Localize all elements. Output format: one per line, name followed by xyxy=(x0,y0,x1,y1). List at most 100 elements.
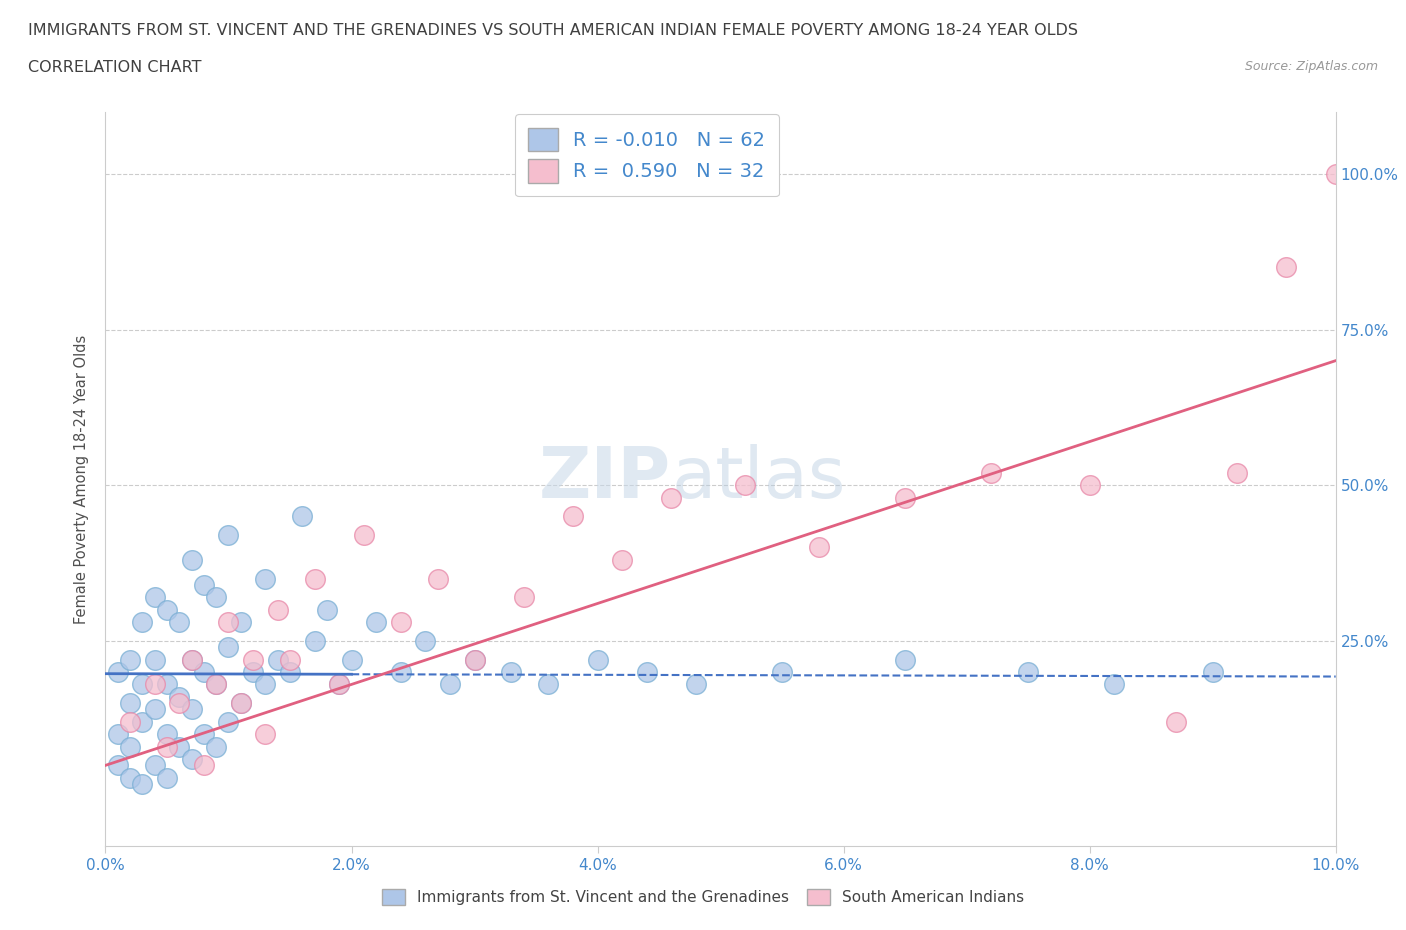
Point xyxy=(131,615,153,630)
Point xyxy=(1324,166,1347,181)
Point xyxy=(562,509,585,524)
Point xyxy=(315,603,337,618)
Point xyxy=(304,633,326,648)
Point xyxy=(304,571,326,586)
Point xyxy=(120,696,141,711)
Point xyxy=(1104,677,1126,692)
Point xyxy=(229,696,252,711)
Text: atlas: atlas xyxy=(672,445,846,513)
Text: IMMIGRANTS FROM ST. VINCENT AND THE GRENADINES VS SOUTH AMERICAN INDIAN FEMALE P: IMMIGRANTS FROM ST. VINCENT AND THE GREN… xyxy=(28,23,1078,38)
Point xyxy=(180,652,202,667)
Point xyxy=(389,615,412,630)
Point xyxy=(242,665,264,680)
Point xyxy=(143,652,166,667)
Point xyxy=(340,652,363,667)
Text: Source: ZipAtlas.com: Source: ZipAtlas.com xyxy=(1244,60,1378,73)
Point xyxy=(366,615,388,630)
Point xyxy=(426,571,449,586)
Point xyxy=(107,665,129,680)
Point xyxy=(193,578,215,592)
Point xyxy=(894,652,917,667)
Point xyxy=(156,677,179,692)
Legend: R = -0.010   N = 62, R =  0.590   N = 32: R = -0.010 N = 62, R = 0.590 N = 32 xyxy=(515,114,779,196)
Point xyxy=(254,677,277,692)
Point xyxy=(229,696,252,711)
Point xyxy=(1164,714,1187,729)
Point xyxy=(193,726,215,741)
Point xyxy=(169,615,191,630)
Point xyxy=(1078,478,1101,493)
Point xyxy=(1226,465,1249,480)
Point xyxy=(254,726,277,741)
Point xyxy=(131,677,153,692)
Point xyxy=(513,590,536,604)
Point xyxy=(156,726,179,741)
Point xyxy=(267,652,290,667)
Text: ZIP: ZIP xyxy=(538,445,672,513)
Point xyxy=(218,714,240,729)
Point xyxy=(464,652,486,667)
Text: CORRELATION CHART: CORRELATION CHART xyxy=(28,60,201,75)
Point xyxy=(1201,665,1223,680)
Point xyxy=(169,689,191,704)
Point xyxy=(131,714,153,729)
Point xyxy=(242,652,264,667)
Point xyxy=(537,677,560,692)
Point xyxy=(180,751,202,766)
Point xyxy=(267,603,290,618)
Point xyxy=(205,677,228,692)
Point xyxy=(205,677,228,692)
Point xyxy=(353,527,375,542)
Point xyxy=(685,677,707,692)
Point xyxy=(143,702,166,717)
Point xyxy=(156,739,179,754)
Point xyxy=(218,527,240,542)
Point xyxy=(389,665,412,680)
Point xyxy=(278,665,301,680)
Point xyxy=(107,758,129,773)
Point xyxy=(169,696,191,711)
Point xyxy=(439,677,461,692)
Point xyxy=(107,726,129,741)
Point xyxy=(143,677,166,692)
Point xyxy=(169,739,191,754)
Point xyxy=(770,665,793,680)
Point xyxy=(131,777,153,791)
Point xyxy=(291,509,314,524)
Point xyxy=(808,540,831,555)
Point xyxy=(180,552,202,567)
Point xyxy=(734,478,756,493)
Point xyxy=(193,665,215,680)
Point xyxy=(205,590,228,604)
Point xyxy=(143,758,166,773)
Point xyxy=(278,652,301,667)
Point xyxy=(156,603,179,618)
Y-axis label: Female Poverty Among 18-24 Year Olds: Female Poverty Among 18-24 Year Olds xyxy=(75,334,90,624)
Point xyxy=(328,677,350,692)
Point xyxy=(612,552,634,567)
Point xyxy=(180,702,202,717)
Point xyxy=(229,615,252,630)
Point xyxy=(1275,259,1298,274)
Point xyxy=(661,490,683,505)
Point xyxy=(120,739,141,754)
Point xyxy=(1017,665,1039,680)
Point xyxy=(205,739,228,754)
Point xyxy=(501,665,523,680)
Point xyxy=(218,615,240,630)
Point xyxy=(328,677,350,692)
Point xyxy=(980,465,1002,480)
Point xyxy=(120,770,141,785)
Point xyxy=(120,714,141,729)
Point xyxy=(894,490,917,505)
Point xyxy=(636,665,658,680)
Legend: Immigrants from St. Vincent and the Grenadines, South American Indians: Immigrants from St. Vincent and the Gren… xyxy=(374,881,1032,913)
Point xyxy=(193,758,215,773)
Point xyxy=(180,652,202,667)
Point xyxy=(586,652,609,667)
Point xyxy=(120,652,141,667)
Point xyxy=(156,770,179,785)
Point xyxy=(143,590,166,604)
Point xyxy=(464,652,486,667)
Point xyxy=(218,640,240,655)
